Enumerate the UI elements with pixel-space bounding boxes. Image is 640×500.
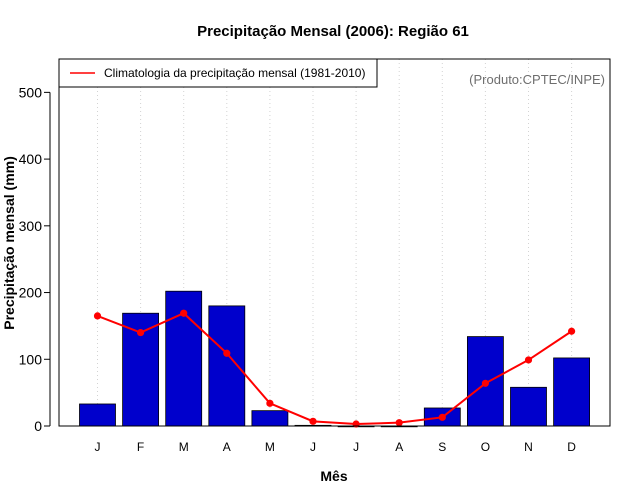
y-tick-label: 300	[19, 218, 43, 234]
y-tick-label: 100	[19, 351, 43, 367]
bar-4	[208, 305, 246, 427]
bar-1	[79, 403, 116, 427]
x-tick-label: M	[179, 440, 189, 454]
x-tick-label: A	[395, 440, 403, 454]
x-tick-label: J	[353, 440, 359, 454]
x-tick-label: J	[310, 440, 316, 454]
legend: Climatologia da precipitação mensal (198…	[58, 58, 378, 88]
x-tick-label: N	[524, 440, 533, 454]
legend-entry-climatology: Climatologia da precipitação mensal (198…	[104, 66, 365, 80]
climatology-line-series	[93, 309, 576, 428]
climatology-point-3	[180, 309, 188, 317]
y-axis: 0 100 200 300 400 500	[19, 84, 51, 434]
y-tick-label: 0	[34, 418, 42, 434]
bar-11	[510, 386, 547, 427]
legend-box	[58, 58, 378, 88]
y-axis-title: Precipitação mensal (mm)	[1, 156, 17, 330]
climatology-point-12	[568, 327, 576, 335]
y-tick-label: 500	[19, 84, 43, 100]
climatology-point-8	[395, 419, 403, 427]
climatology-point-5	[266, 399, 274, 407]
climatology-point-1	[93, 312, 102, 320]
climatology-point-11	[524, 356, 533, 364]
bar-12	[553, 357, 590, 427]
x-tick-label: A	[223, 440, 231, 454]
x-tick-label: J	[95, 440, 101, 454]
x-tick-label: F	[137, 440, 144, 454]
climatology-point-4	[223, 349, 231, 357]
x-tick-label: D	[567, 440, 576, 454]
credit-annotation: (Produto:CPTEC/INPE)	[469, 72, 605, 87]
climatology-point-9	[438, 413, 446, 421]
x-tick-label: S	[438, 440, 446, 454]
chart-title: Precipitação Mensal (2006): Região 61	[197, 23, 469, 40]
climatology-point-6	[309, 417, 317, 425]
x-tick-label: M	[265, 440, 275, 454]
bar-5	[251, 410, 289, 427]
climatology-line	[97, 312, 573, 425]
x-tick-label: O	[481, 440, 490, 454]
y-tick-label: 200	[19, 285, 43, 301]
x-axis-title: Mês	[320, 468, 347, 484]
climatology-point-10	[481, 379, 489, 387]
bar-series	[79, 290, 590, 428]
climatology-point-7	[352, 420, 360, 428]
climatology-point-2	[137, 328, 145, 337]
y-tick-label: 400	[19, 151, 43, 167]
